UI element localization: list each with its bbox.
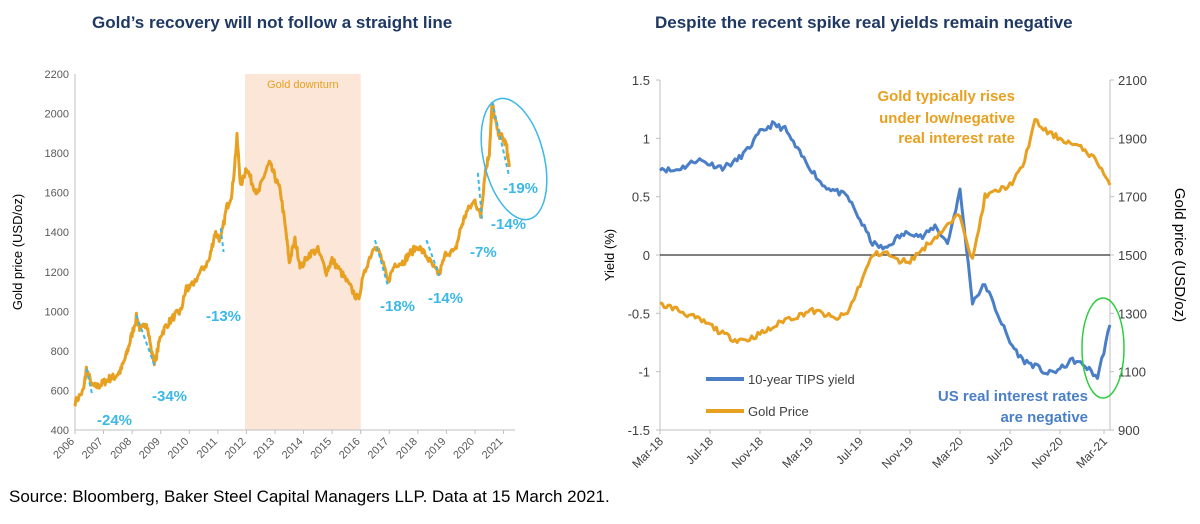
x-tick-label: 2019 [423,436,449,462]
y-tick-label: 2200 [45,69,69,81]
drawdown-label: -14% [428,290,463,307]
drawdown-segment [476,172,484,221]
y-tick-label: 1200 [45,267,69,279]
y-tick-label: 600 [51,385,69,397]
left-y-tick-label: -1 [638,365,650,380]
recent-spike-ellipse [1081,297,1125,399]
x-tick-label: Jul-19 [833,434,866,467]
drawdown-label: -7% [470,244,497,261]
drawdown-segment [85,368,94,395]
drawdown-segment [425,239,441,277]
drawdown-segment [374,239,389,286]
x-tick-label: Nov-19 [879,434,916,471]
drawdown-segment [219,228,225,253]
gold-annotation: real interest rate [898,130,1015,147]
drawdown-label: -34% [152,388,187,405]
x-tick-label: Mar-18 [629,434,666,471]
x-tick-label: 2013 [251,436,277,462]
gold-price-line [73,102,511,407]
drawdown-label: -13% [206,308,241,325]
x-tick-label: Mar-21 [1073,434,1110,471]
x-tick-label: 2014 [280,436,306,462]
left-y-tick-label: -1.5 [628,423,650,438]
y-tick-label: 800 [51,346,69,358]
x-tick-label: 2010 [166,436,192,462]
yield-annotation: are negative [1000,409,1088,426]
right-y-tick-label: 900 [1118,423,1140,438]
x-tick-label: 2016 [337,436,363,462]
legend-label: 10-year TIPS yield [748,372,855,387]
x-tick-label: Mar-20 [929,434,966,471]
right-y-tick-label: 1300 [1118,306,1147,321]
yield-annotation: US real interest rates [938,388,1088,405]
right-chart: -1.5 -1 -0.5 0 0.5 1 1.5 900 1100 1300 1500 1700 190… [602,73,1188,471]
gold-annotation: Gold typically rises [877,88,1015,105]
y-tick-label: 1000 [45,306,69,318]
x-tick-label: 2017 [366,436,392,462]
gold-price-line [659,118,1112,344]
x-tick-label: 2006 [51,436,77,462]
drawdown-label: -24% [97,412,132,429]
right-y-tick-label: 1100 [1118,365,1146,380]
x-tick-label: 2021 [480,436,506,462]
right-y-axis-title: Gold price (USD/oz) [1171,188,1188,322]
x-tick-label: 2018 [394,436,420,462]
right-y-tick-label: 1700 [1118,190,1147,205]
right-chart-title: Despite the recent spike real yields rem… [655,13,1073,32]
x-tick-label: Jul-20 [983,434,1016,467]
right-y-tick-label: 1900 [1118,131,1147,146]
left-y-tick-label: -0.5 [628,306,650,321]
x-tick-label: 2007 [80,436,106,462]
x-tick-label: 2009 [137,436,163,462]
recent-drawdown-ellipse [480,97,548,221]
tips-yield-line [658,120,1112,380]
source-note: Source: Bloomberg, Baker Steel Capital M… [9,487,610,506]
legend-label: Gold Price [748,404,809,419]
left-y-tick-label: 0.5 [632,190,650,205]
gold-annotation: under low/negative [879,110,1015,127]
y-tick-label: 400 [51,425,69,437]
left-y-tick-label: 0 [643,248,650,263]
left-chart-title: Gold’s recovery will not follow a straig… [92,13,453,32]
x-tick-label: Mar-19 [779,434,816,471]
right-y-tick-label: 1500 [1118,248,1147,263]
right-y-tick-label: 2100 [1118,73,1147,88]
drawdown-label: -19% [503,180,538,197]
downturn-band [245,74,361,430]
y-tick-label: 1400 [45,227,69,239]
drawdown-segment [491,101,511,178]
left-chart: Gold downturn 400 600 800 1000 1200 1400 1600 18… [10,69,548,462]
left-y-tick-label: 1.5 [632,73,650,88]
x-tick-label: 2015 [308,436,334,462]
drawdown-label: -18% [380,298,415,315]
x-tick-label: Jul-18 [683,434,716,467]
drawdown-segment [135,314,156,368]
drawdown-label: -14% [491,216,526,233]
x-tick-label: Nov-20 [1029,434,1066,471]
y-tick-label: 2000 [45,109,69,121]
x-tick-label: 2008 [108,436,134,462]
x-tick-label: Nov-18 [729,434,766,471]
y-tick-label: 1600 [45,188,69,200]
x-tick-label: 2012 [223,436,249,462]
y-tick-label: 1800 [45,148,69,160]
left-y-tick-label: 1 [643,131,650,146]
y-axis-title: Gold price (USD/oz) [10,194,25,310]
left-y-axis-title: Yield (%) [602,229,617,281]
x-tick-label: 2011 [195,436,220,461]
downturn-label: Gold downturn [267,79,339,91]
x-tick-label: 2020 [451,436,477,462]
